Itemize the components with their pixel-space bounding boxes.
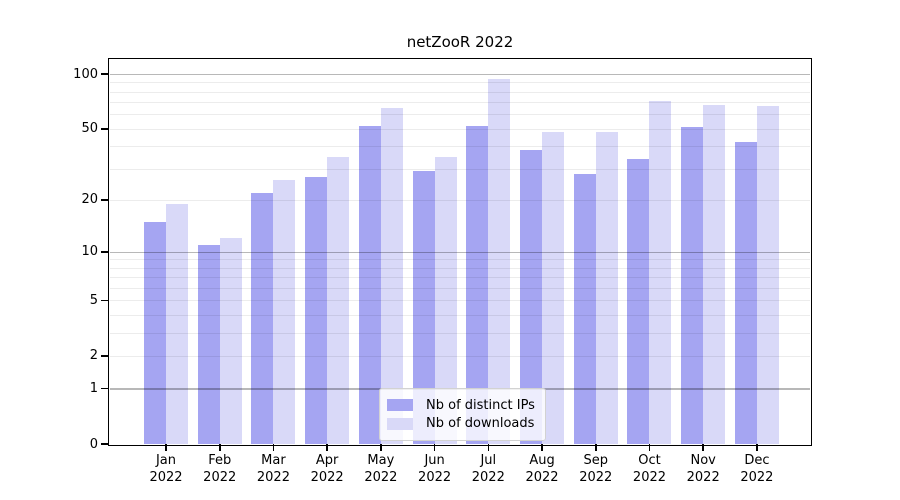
bar-downloads: [327, 156, 350, 444]
minor-gridline: [110, 91, 810, 93]
x-axis-tick: [702, 444, 704, 451]
minor-gridline: [110, 287, 810, 289]
y-axis-tick: [101, 443, 109, 445]
bar-distinct-ips: [734, 142, 757, 444]
x-axis-tick-label: Dec 2022: [740, 453, 774, 485]
legend-swatch-distinct-ips: [387, 399, 413, 412]
major-gridline: [110, 251, 810, 253]
x-axis-tick: [433, 444, 436, 451]
minor-gridline: [110, 314, 810, 316]
x-axis-tick-label: Oct 2022: [632, 453, 667, 485]
x-axis-tick: [165, 444, 167, 451]
minor-gridline: [110, 259, 810, 261]
legend-label-distinct-ips: Nb of distinct IPs: [426, 397, 535, 413]
x-axis-tick: [541, 444, 543, 451]
y-axis-tick-label: 5: [89, 292, 98, 308]
bar-downloads: [703, 104, 726, 444]
minor-gridline: [110, 128, 810, 130]
minor-gridline: [110, 332, 810, 334]
bar-distinct-ips: [573, 174, 596, 444]
x-axis-tick-label: Apr 2022: [310, 453, 344, 485]
chart-title: netZooR 2022: [406, 33, 514, 51]
bar-downloads: [166, 203, 188, 444]
bar-downloads: [273, 179, 296, 444]
bar-downloads: [649, 101, 672, 444]
bar-distinct-ips: [627, 158, 650, 444]
y-axis-tick-label: 2: [89, 348, 98, 364]
y-axis-tick-label: 20: [81, 192, 98, 208]
bar-distinct-ips: [305, 176, 328, 444]
bar-distinct-ips: [144, 221, 166, 444]
legend-label-downloads: Nb of downloads: [426, 416, 535, 432]
bar-downloads: [542, 132, 565, 444]
x-axis-tick-label: Aug 2022: [525, 453, 559, 485]
bar-downloads: [219, 238, 242, 444]
bar-distinct-ips: [251, 192, 274, 444]
legend-item-downloads: Nb of downloads: [387, 415, 535, 434]
bar-downloads: [595, 132, 618, 444]
y-axis-tick: [101, 250, 109, 253]
minor-gridline: [110, 114, 810, 116]
plot-area: Nb of distinct IPs Nb of downloads: [110, 60, 810, 444]
x-axis-tick: [218, 444, 221, 451]
x-axis-tick: [326, 444, 328, 451]
major-gridline: [110, 74, 810, 76]
y-axis-tick-label: 10: [81, 244, 98, 260]
minor-gridline: [110, 102, 810, 104]
x-axis-tick: [648, 444, 651, 451]
x-axis-tick-label: Feb 2022: [203, 453, 237, 485]
bar-distinct-ips: [520, 150, 543, 444]
legend-item-distinct-ips: Nb of distinct IPs: [387, 396, 535, 415]
bar-distinct-ips: [466, 125, 489, 444]
y-axis-tick-label: 50: [81, 121, 98, 137]
x-axis-tick-label: Jul 2022: [471, 453, 505, 485]
minor-gridline: [110, 199, 810, 201]
minor-gridline: [110, 355, 810, 357]
y-axis-tick: [101, 127, 109, 130]
x-axis-tick-label: Nov 2022: [686, 453, 720, 485]
minor-gridline: [110, 146, 810, 148]
y-axis-tick: [101, 199, 109, 201]
legend-swatch-downloads: [387, 417, 413, 430]
bar-downloads: [434, 156, 457, 444]
legend: Nb of distinct IPs Nb of downloads: [379, 388, 546, 441]
y-axis-tick: [101, 73, 109, 75]
bar-distinct-ips: [412, 171, 435, 444]
minor-gridline: [110, 300, 810, 302]
y-axis-tick: [101, 299, 109, 302]
x-axis-tick: [272, 444, 275, 451]
x-axis-tick-label: Jun 2022: [418, 453, 452, 485]
y-axis-tick-label: 1: [89, 380, 98, 396]
x-axis-tick: [487, 444, 490, 451]
bar-distinct-ips: [358, 125, 381, 444]
x-axis-tick-label: Jan 2022: [149, 453, 183, 485]
y-axis-tick-label: 100: [73, 66, 98, 82]
x-axis-tick: [756, 444, 758, 451]
bar-downloads: [756, 105, 779, 444]
y-axis-tick-label: 0: [89, 436, 98, 452]
minor-gridline: [110, 267, 810, 269]
x-axis-tick-label: Mar 2022: [256, 453, 290, 485]
bar-distinct-ips: [197, 244, 220, 444]
x-axis-tick-label: May 2022: [364, 453, 398, 485]
minor-gridline: [110, 168, 810, 170]
bar-downloads: [380, 108, 403, 444]
y-axis-tick: [101, 387, 109, 390]
minor-gridline: [110, 82, 810, 84]
minor-gridline: [110, 277, 810, 279]
y-axis-tick: [101, 355, 109, 357]
bar-downloads: [488, 78, 511, 444]
x-axis-tick: [594, 444, 597, 451]
x-axis-tick: [380, 444, 382, 451]
x-axis-tick-label: Sep 2022: [579, 453, 613, 485]
bar-distinct-ips: [681, 127, 704, 444]
